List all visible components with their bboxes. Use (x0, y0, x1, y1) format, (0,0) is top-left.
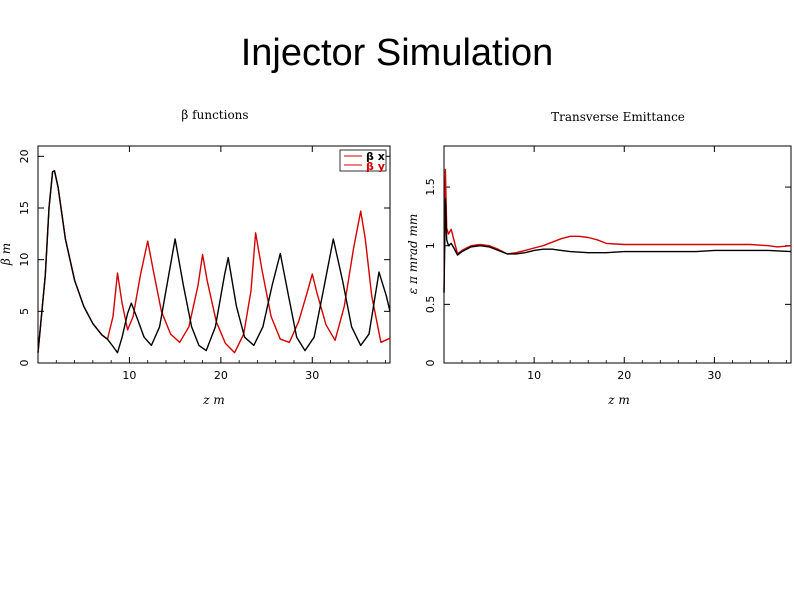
beta-chart-frame (37, 145, 391, 364)
emittance-x-tick-label: 20 (617, 369, 631, 382)
emittance-y-tick-label: 0.5 (424, 296, 437, 314)
beta-x-tick-label: 10 (122, 369, 136, 382)
beta-legend-label-y: β y (366, 160, 385, 173)
emittance-y-axis-label: ε π mrad mm (406, 214, 420, 294)
emittance-y-tick-label: 1.5 (424, 178, 437, 196)
beta-y-tick-label: 0 (18, 360, 31, 367)
emittance-x-axis-label: z m (607, 393, 630, 407)
slide-title: Injector Simulation (240, 32, 554, 74)
emittance-series-eps-y (443, 198, 792, 293)
beta-y-tick-label: 15 (18, 201, 31, 215)
emittance-y-tick-label: 0 (424, 360, 437, 367)
beta-y-tick-label: 5 (18, 308, 31, 315)
emittance-y-tick-label: 1 (424, 242, 437, 249)
emittance-chart-title: Transverse Emittance (551, 110, 685, 124)
beta-y-tick-label: 10 (18, 253, 31, 267)
emittance-chart-frame (443, 145, 792, 364)
beta-series-beta-x (37, 170, 391, 354)
beta-x-tick-label: 30 (305, 369, 319, 382)
beta-chart-title: β functions (181, 108, 248, 122)
emittance-series-eps-x (443, 168, 792, 293)
beta-legend-label-x: β x (366, 150, 385, 163)
beta-legend-box (339, 149, 387, 172)
emittance-x-tick-label: 30 (707, 369, 721, 382)
beta-y-axis-label: β m (0, 243, 13, 266)
emittance-x-tick-label: 10 (527, 369, 541, 382)
beta-y-tick-label: 20 (18, 149, 31, 163)
beta-x-tick-label: 20 (214, 369, 228, 382)
beta-x-axis-label: z m (202, 393, 225, 407)
beta-series-beta-y (37, 170, 391, 354)
